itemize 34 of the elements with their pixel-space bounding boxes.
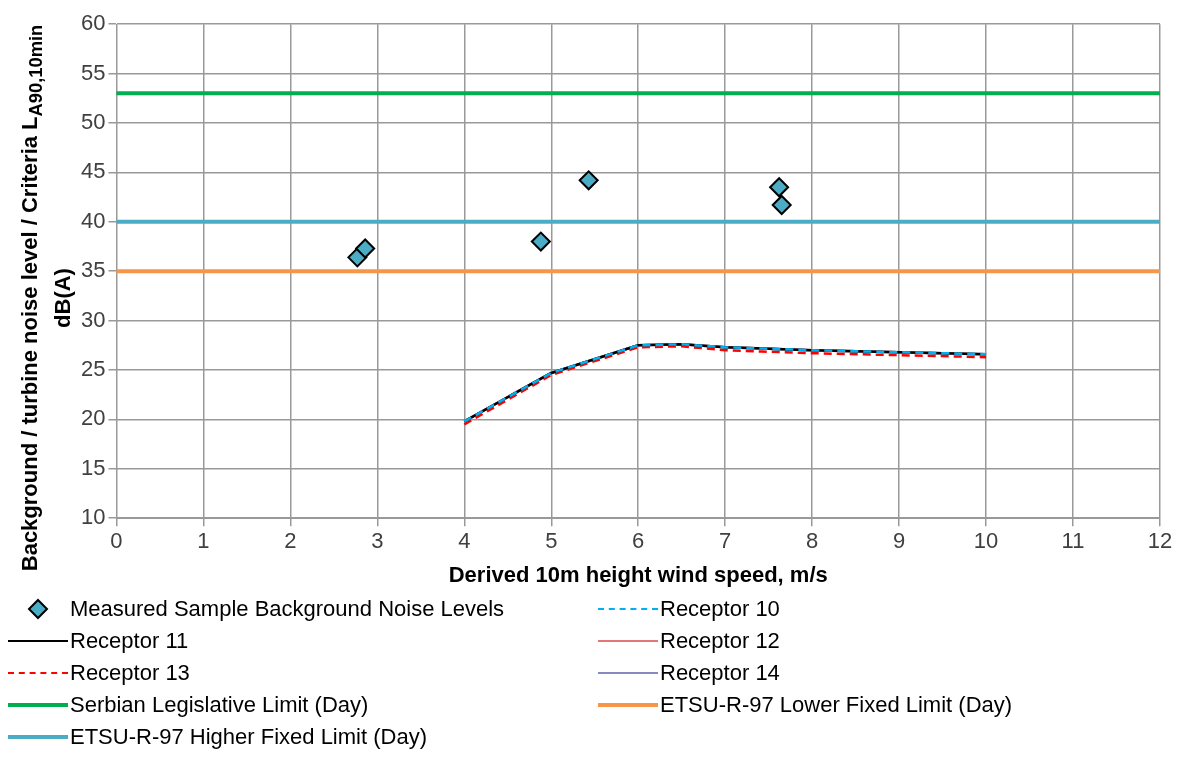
legend-label: Receptor 13 bbox=[70, 660, 190, 686]
legend-label: Receptor 14 bbox=[660, 660, 780, 686]
y-tick-label: 40 bbox=[80, 207, 106, 233]
y-tick-label: 35 bbox=[80, 257, 106, 283]
legend-label: Receptor 10 bbox=[660, 596, 780, 622]
x-tick-label: 0 bbox=[110, 528, 123, 554]
x-tick-label: 11 bbox=[1061, 528, 1085, 554]
legend-label: Serbian Legislative Limit (Day) bbox=[70, 692, 369, 718]
x-tick-label: 1 bbox=[197, 528, 210, 554]
y-tick-label: 50 bbox=[80, 109, 106, 135]
x-tick-label: 7 bbox=[719, 528, 732, 554]
x-axis-title: Derived 10m height wind speed, m/s bbox=[448, 561, 828, 587]
x-tick-label: 10 bbox=[973, 528, 999, 554]
legend-label: Receptor 11 bbox=[70, 628, 189, 654]
x-tick-label: 8 bbox=[806, 528, 819, 554]
y-tick-label: 45 bbox=[80, 158, 106, 184]
y-tick-label: 30 bbox=[80, 306, 106, 332]
x-tick-label: 4 bbox=[458, 528, 471, 554]
x-tick-label: 3 bbox=[371, 528, 384, 554]
x-tick-label: 12 bbox=[1147, 528, 1173, 554]
x-tick-label: 2 bbox=[284, 528, 297, 554]
y-tick-label: 10 bbox=[80, 504, 106, 530]
y-tick-label: 20 bbox=[80, 405, 106, 431]
legend-label: Measured Sample Background Noise Levels bbox=[70, 596, 505, 622]
x-tick-label: 6 bbox=[632, 528, 645, 554]
legend-label: Receptor 12 bbox=[660, 628, 780, 654]
y-tick-label: 25 bbox=[80, 356, 106, 382]
x-tick-label: 9 bbox=[892, 528, 906, 554]
y-tick-label: 55 bbox=[80, 59, 106, 85]
y-tick-label: 60 bbox=[80, 10, 106, 36]
legend-label: ETSU-R-97 Higher Fixed Limit (Day) bbox=[70, 724, 427, 750]
legend-label: ETSU-R-97 Lower Fixed Limit (Day) bbox=[660, 692, 1013, 718]
x-tick-label: 5 bbox=[545, 528, 558, 554]
y-tick-label: 15 bbox=[80, 454, 106, 480]
